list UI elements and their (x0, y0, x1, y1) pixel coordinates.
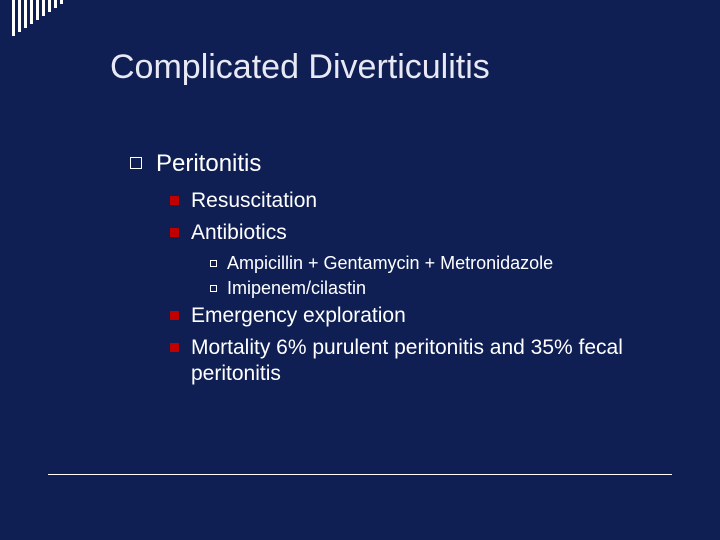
hollow-square-icon (210, 285, 217, 292)
list-item: Imipenem/cilastin (210, 278, 660, 299)
list-item-label: Ampicillin + Gentamycin + Metronidazole (227, 253, 553, 274)
filled-square-icon (170, 228, 179, 237)
list-item-label: Peritonitis (156, 150, 261, 178)
corner-decoration (0, 0, 63, 36)
list-item: Mortality 6% purulent peritonitis and 35… (170, 335, 660, 388)
list-item: Emergency exploration (170, 303, 660, 329)
slide-title: Complicated Diverticulitis (110, 48, 490, 87)
list-item-label: Resuscitation (191, 188, 317, 214)
hollow-square-icon (130, 157, 142, 169)
filled-square-icon (170, 311, 179, 320)
list-item-label: Mortality 6% purulent peritonitis and 35… (191, 335, 660, 388)
hollow-square-icon (210, 260, 217, 267)
list-item-label: Antibiotics (191, 220, 287, 246)
filled-square-icon (170, 343, 179, 352)
list-item: Ampicillin + Gentamycin + Metronidazole (210, 253, 660, 274)
list-item-label: Imipenem/cilastin (227, 278, 366, 299)
list-item: Resuscitation (170, 188, 660, 214)
footer-divider (48, 474, 672, 475)
slide-body: Peritonitis Resuscitation Antibiotics Am… (130, 150, 660, 393)
list-item: Antibiotics (170, 220, 660, 246)
list-item: Peritonitis (130, 150, 660, 178)
filled-square-icon (170, 196, 179, 205)
list-item-label: Emergency exploration (191, 303, 406, 329)
